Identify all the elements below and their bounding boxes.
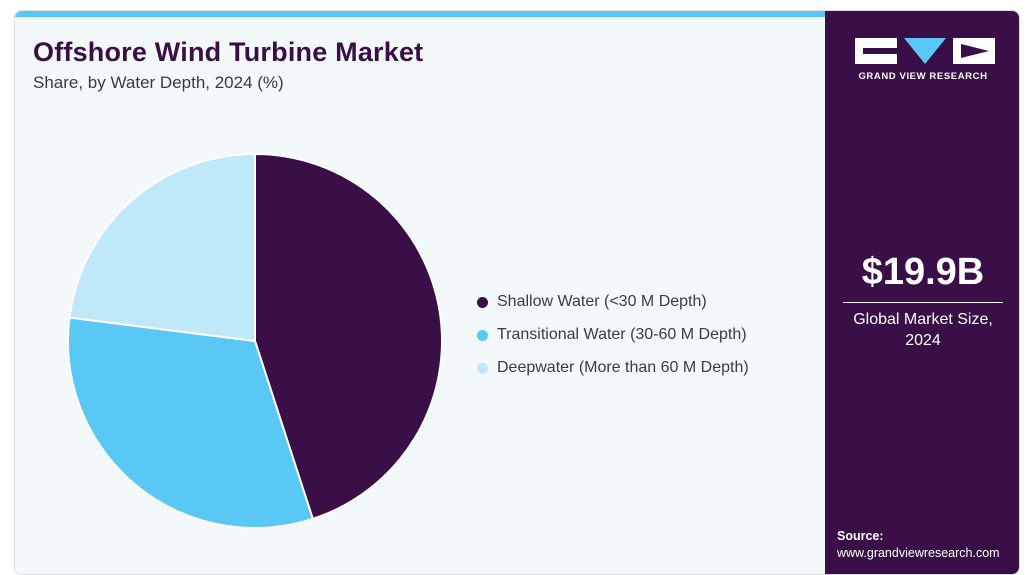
legend-label-transitional-water: Transitional Water (30-60 M Depth) bbox=[497, 326, 747, 343]
legend-item-shallow-water: Shallow Water (<30 M Depth) bbox=[477, 291, 749, 313]
pie-slice-shallow-water bbox=[254, 152, 444, 521]
sidebar: GRAND VIEW RESEARCH $19.9B Global Market… bbox=[825, 11, 1019, 574]
value-divider bbox=[843, 302, 1003, 303]
accent-bar bbox=[15, 11, 825, 17]
pie-slice-deepwater bbox=[68, 152, 256, 343]
legend-swatch-transitional-water bbox=[477, 329, 488, 341]
legend-swatch-shallow-water bbox=[477, 296, 488, 308]
legend-label-shallow-water: Shallow Water (<30 M Depth) bbox=[497, 293, 707, 310]
pie-chart bbox=[66, 152, 444, 529]
legend-item-transitional-water: Transitional Water (30-60 M Depth) bbox=[477, 324, 749, 346]
chart-card: Offshore Wind Turbine Market Share, by W… bbox=[14, 10, 1020, 575]
chart-title: Offshore Wind Turbine Market bbox=[33, 37, 424, 67]
pie-slice-transitional-water bbox=[66, 316, 315, 529]
legend-swatch-deepwater bbox=[477, 362, 488, 374]
market-size-caption: Global Market Size, 2024 bbox=[853, 311, 993, 349]
chart-subtitle: Share, by Water Depth, 2024 (%) bbox=[33, 73, 284, 92]
source-link[interactable]: www.grandviewresearch.com bbox=[837, 546, 1000, 560]
legend-label-deepwater: Deepwater (More than 60 M Depth) bbox=[497, 359, 749, 376]
chart-legend: Shallow Water (<30 M Depth) Transitional… bbox=[477, 291, 749, 390]
source-label: Source: bbox=[837, 529, 884, 543]
chart-panel: Offshore Wind Turbine Market Share, by W… bbox=[15, 11, 825, 574]
legend-item-deepwater: Deepwater (More than 60 M Depth) bbox=[477, 357, 749, 379]
brand-name: GRAND VIEW RESEARCH bbox=[858, 71, 988, 82]
market-size-value: $19.9B bbox=[861, 251, 985, 293]
gvr-logo-icon bbox=[855, 38, 995, 64]
